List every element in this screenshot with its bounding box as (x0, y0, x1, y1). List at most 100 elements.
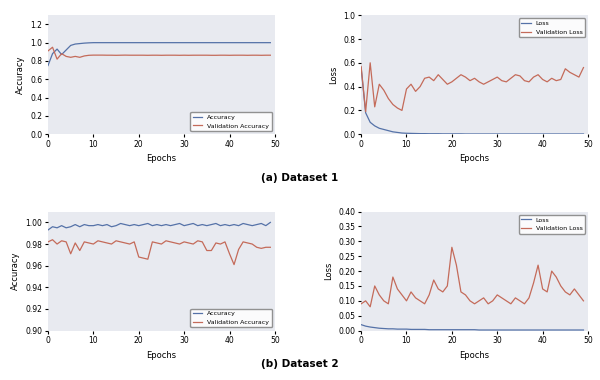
Accuracy (217, 223, 224, 228)
Accuracy (126, 223, 133, 228)
Validation Accuracy (226, 252, 233, 256)
Validation Accuracy (230, 53, 238, 57)
Loss (466, 328, 473, 332)
Validation Accuracy (244, 241, 251, 245)
Accuracy (154, 40, 161, 45)
Validation Accuracy (94, 239, 101, 243)
Loss (358, 322, 365, 327)
Loss (575, 328, 583, 332)
Validation Loss (480, 82, 487, 87)
Validation Loss (566, 293, 574, 297)
Validation Accuracy (181, 240, 188, 244)
Loss (403, 131, 410, 136)
Line: Loss: Loss (361, 325, 583, 330)
Accuracy (149, 223, 156, 228)
Loss (416, 131, 424, 136)
Validation Loss (471, 302, 478, 306)
Accuracy (267, 40, 274, 45)
X-axis label: Epochs: Epochs (146, 154, 176, 163)
Validation Loss (385, 302, 392, 306)
Accuracy (103, 40, 110, 45)
Accuracy (181, 40, 188, 45)
Accuracy (117, 221, 124, 226)
Validation Loss (571, 287, 578, 291)
Loss (544, 328, 551, 332)
Validation Accuracy (112, 239, 119, 243)
Accuracy (203, 40, 211, 45)
Legend: Accuracy, Validation Accuracy: Accuracy, Validation Accuracy (190, 309, 272, 328)
Validation Accuracy (185, 53, 192, 58)
Accuracy (67, 225, 74, 229)
Validation Loss (398, 293, 406, 297)
Validation Loss (430, 278, 437, 282)
Validation Accuracy (135, 255, 142, 259)
Loss (457, 131, 464, 136)
Validation Accuracy (49, 45, 56, 49)
Validation Accuracy (103, 241, 110, 245)
Loss (485, 328, 492, 332)
Accuracy (76, 41, 83, 46)
Validation Loss (376, 82, 383, 87)
Validation Accuracy (112, 53, 119, 58)
Validation Loss (521, 78, 528, 83)
Validation Loss (434, 73, 442, 77)
Validation Accuracy (44, 49, 52, 53)
Validation Accuracy (257, 53, 265, 58)
Text: (b) Dataset 2: (b) Dataset 2 (261, 359, 339, 369)
Validation Accuracy (94, 53, 101, 57)
Loss (489, 328, 496, 332)
Loss (548, 328, 555, 332)
Loss (489, 132, 496, 136)
Accuracy (230, 222, 238, 227)
Validation Loss (421, 76, 428, 81)
Validation Loss (548, 76, 555, 81)
Loss (498, 132, 505, 136)
Validation Loss (416, 84, 424, 89)
Validation Accuracy (103, 53, 110, 57)
Loss (557, 132, 565, 136)
Loss (394, 130, 401, 135)
Validation Loss (425, 75, 433, 79)
Accuracy (257, 221, 265, 226)
Validation Loss (521, 302, 528, 306)
Loss (385, 326, 392, 331)
Validation Loss (398, 108, 406, 113)
Loss (358, 65, 365, 70)
Validation Accuracy (126, 53, 133, 57)
Validation Loss (367, 304, 374, 309)
Validation Accuracy (122, 53, 129, 57)
Loss (457, 328, 464, 332)
Loss (380, 127, 388, 132)
Accuracy (58, 52, 65, 57)
Accuracy (85, 41, 92, 45)
Line: Loss: Loss (361, 68, 583, 134)
Loss (503, 132, 510, 136)
Validation Loss (457, 290, 464, 294)
Validation Accuracy (226, 53, 233, 58)
Accuracy (90, 40, 97, 45)
Accuracy (230, 40, 238, 45)
Validation Accuracy (44, 240, 52, 244)
Validation Loss (425, 293, 433, 297)
Validation Accuracy (248, 53, 256, 57)
Validation Loss (498, 78, 505, 83)
Loss (471, 132, 478, 136)
Accuracy (81, 41, 88, 45)
Validation Accuracy (149, 240, 156, 244)
Accuracy (212, 221, 220, 226)
Loss (503, 328, 510, 332)
Accuracy (167, 40, 174, 45)
Validation Loss (512, 296, 519, 300)
Loss (434, 328, 442, 332)
Loss (526, 132, 533, 136)
Accuracy (235, 40, 242, 45)
Validation Accuracy (62, 54, 70, 59)
Loss (448, 131, 455, 136)
Accuracy (44, 228, 52, 232)
Validation Loss (444, 284, 451, 288)
Line: Validation Accuracy: Validation Accuracy (48, 47, 271, 59)
Validation Loss (548, 269, 555, 273)
Validation Accuracy (194, 53, 202, 57)
Loss (530, 328, 537, 332)
Loss (466, 132, 473, 136)
